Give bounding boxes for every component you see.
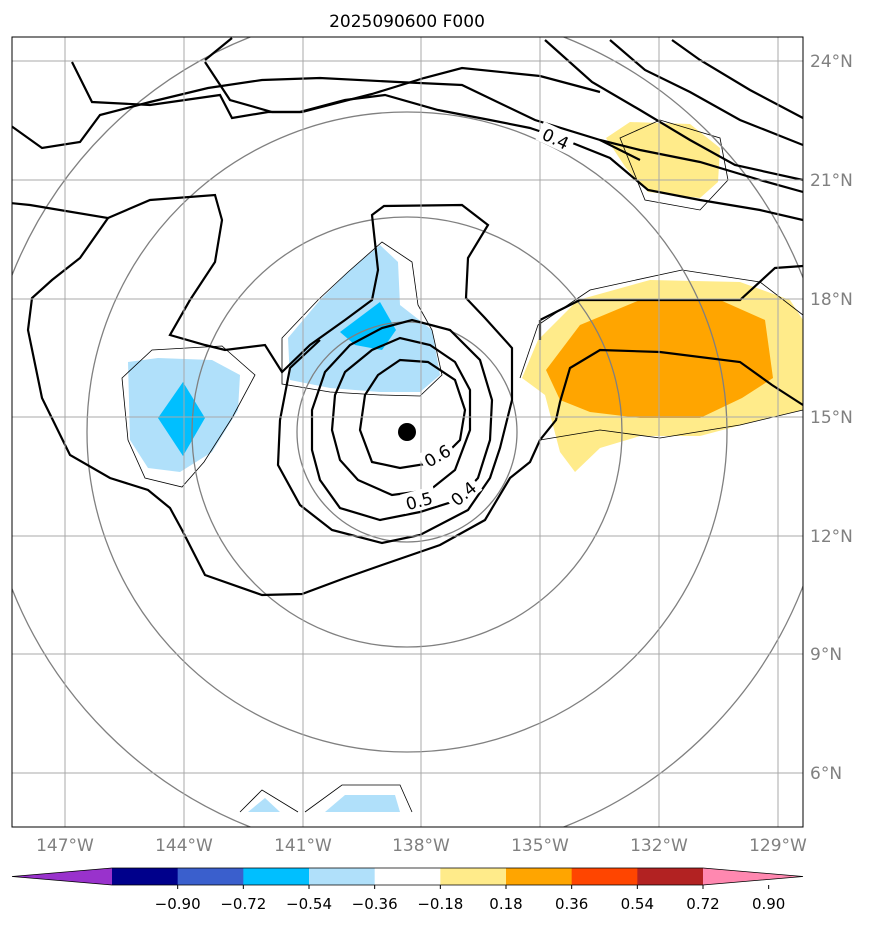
colorbar-segment: [637, 868, 704, 885]
negative-shading-south-2: [325, 795, 400, 812]
colorbar-segment: [309, 868, 376, 885]
lat-tick-5: 9°N: [810, 645, 842, 665]
lon-tick-labels: 147°W 144°W 141°W 138°W 135°W 132°W 129°…: [36, 836, 807, 856]
thick-contours: [12, 37, 803, 597]
thin-contours: [121, 119, 803, 813]
colorbar-segment: [112, 868, 179, 885]
graticule: [12, 37, 803, 827]
lon-tick-5: 132°W: [630, 836, 688, 856]
colorbar-tick-label: −0.18: [417, 895, 463, 913]
colorbar-segment: [506, 868, 573, 885]
colorbar-segment: [571, 868, 638, 885]
map-title: 2025090600 F000: [329, 12, 485, 32]
lon-tick-4: 135°W: [511, 836, 569, 856]
negative-shading-west-core: [158, 382, 205, 456]
colorbar-tick-label: −0.54: [286, 895, 332, 913]
colorbar-segment: [374, 868, 441, 885]
lon-tick-6: 129°W: [749, 836, 807, 856]
lat-tick-0: 24°N: [810, 52, 853, 72]
lon-tick-3: 138°W: [392, 836, 450, 856]
lat-tick-4: 12°N: [810, 527, 853, 547]
lat-tick-6: 6°N: [810, 764, 842, 784]
colorbar-extend-low: [12, 868, 112, 885]
map-content: 0.4 0.6 0.5 0.4: [12, 37, 803, 827]
negative-shading-south-1: [248, 798, 280, 812]
colorbar-tick-label: 0.72: [686, 895, 719, 913]
colorbar-outline: [11, 867, 804, 886]
colorbar-tick-label: 0.54: [621, 895, 654, 913]
colorbar-tick-label: −0.90: [155, 895, 201, 913]
colorbar-segment: [243, 868, 310, 885]
colorbar-tick-label: 0.36: [555, 895, 588, 913]
lon-tick-2: 141°W: [274, 836, 332, 856]
lon-tick-0: 147°W: [36, 836, 94, 856]
negative-shading-central-core: [340, 302, 396, 350]
colorbar-segment: [177, 868, 244, 885]
lat-tick-3: 15°N: [810, 408, 853, 428]
lon-tick-1: 144°W: [155, 836, 213, 856]
colorbar-tick-label: −0.36: [352, 895, 398, 913]
lat-tick-1: 21°N: [810, 171, 853, 191]
colorbar-extend-high: [703, 868, 803, 885]
colorbar-tick-label: 0.18: [489, 895, 522, 913]
lat-tick-2: 18°N: [810, 290, 853, 310]
colorbar: −0.90 −0.72 −0.54 −0.36 −0.18 0.18 0.36 0.54 0.7…: [11, 867, 804, 913]
colorbar-tick-label: 0.90: [752, 895, 785, 913]
lat-tick-labels: 24°N 21°N 18°N 15°N 12°N 9°N 6°N: [810, 52, 853, 784]
positive-shading-north: [606, 122, 720, 198]
colorbar-tick-label: −0.72: [220, 895, 266, 913]
colorbar-segment: [440, 868, 507, 885]
map-frame: [11, 36, 804, 828]
storm-center-marker: [398, 423, 416, 441]
